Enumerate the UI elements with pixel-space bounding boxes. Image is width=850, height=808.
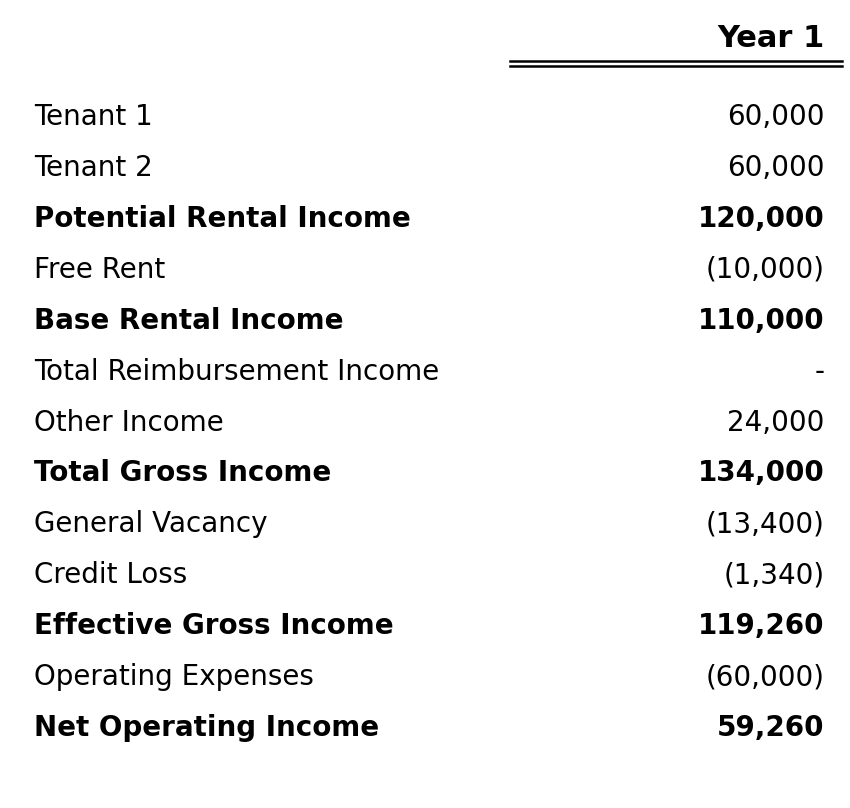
Text: 110,000: 110,000 [698,307,824,335]
Text: General Vacancy: General Vacancy [34,511,268,538]
Text: 60,000: 60,000 [727,154,824,182]
Text: -: - [814,358,824,385]
Text: Net Operating Income: Net Operating Income [34,714,379,742]
Text: Other Income: Other Income [34,409,224,436]
Text: 59,260: 59,260 [717,714,824,742]
Text: 119,260: 119,260 [698,612,824,640]
Text: 60,000: 60,000 [727,103,824,131]
Text: Effective Gross Income: Effective Gross Income [34,612,394,640]
Text: (13,400): (13,400) [706,511,824,538]
Text: (1,340): (1,340) [723,562,824,589]
Text: 134,000: 134,000 [698,460,824,487]
Text: Base Rental Income: Base Rental Income [34,307,343,335]
Text: Operating Expenses: Operating Expenses [34,663,314,691]
Text: Tenant 2: Tenant 2 [34,154,153,182]
Text: Credit Loss: Credit Loss [34,562,187,589]
Text: Potential Rental Income: Potential Rental Income [34,205,411,233]
Text: (60,000): (60,000) [706,663,824,691]
Text: Total Reimbursement Income: Total Reimbursement Income [34,358,439,385]
Text: Total Gross Income: Total Gross Income [34,460,332,487]
Text: Year 1: Year 1 [717,23,824,53]
Text: Free Rent: Free Rent [34,256,165,284]
Text: 24,000: 24,000 [727,409,824,436]
Text: Tenant 1: Tenant 1 [34,103,153,131]
Text: 120,000: 120,000 [698,205,824,233]
Text: (10,000): (10,000) [706,256,824,284]
